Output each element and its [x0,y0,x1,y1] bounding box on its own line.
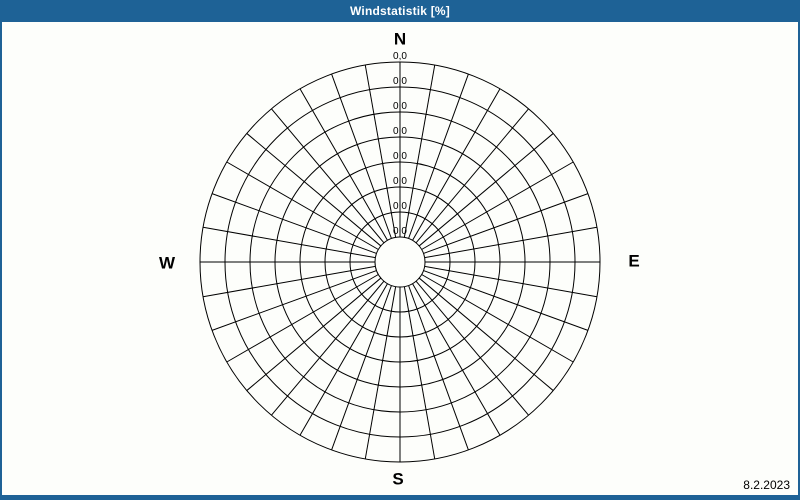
compass-label-south: S [392,469,404,489]
compass-label-west: W [158,253,176,273]
title-bar: Windstatistik [%] [0,0,800,22]
compass-label-east: E [628,251,640,271]
compass-label-north: N [393,29,407,49]
window-title: Windstatistik [%] [350,4,450,18]
window-border-bottom [0,495,800,500]
date-label: 8.2.2023 [743,478,790,492]
window-border-left [0,0,2,500]
radial-tick-label: 0,0 [393,51,407,62]
sector-spokes [200,62,600,462]
window-border-right [798,0,800,500]
